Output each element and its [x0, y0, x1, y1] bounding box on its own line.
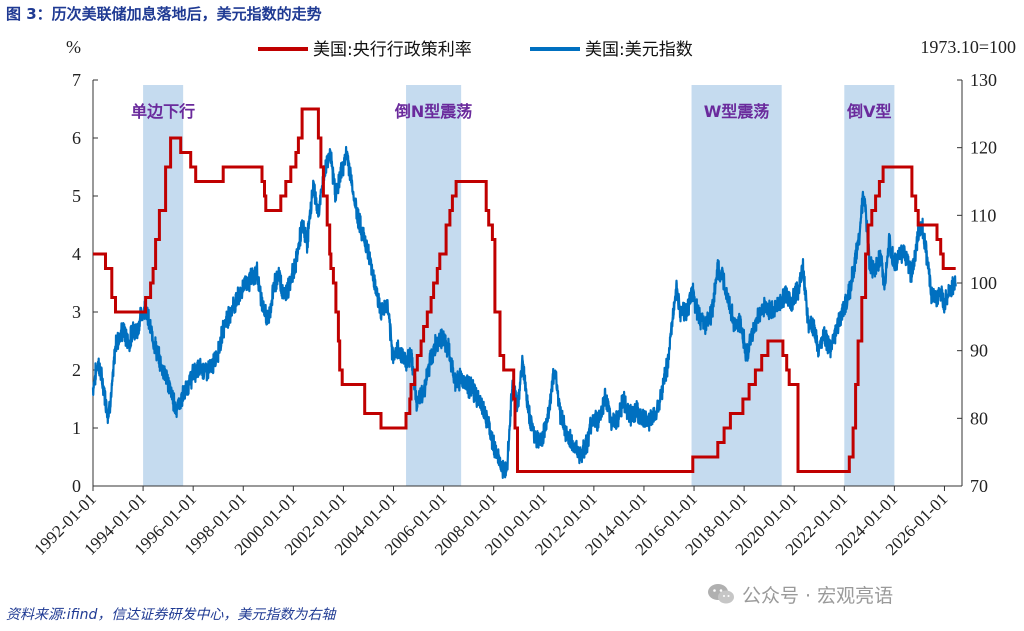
- legend: 美国:央行行政策利率 美国:美元指数: [258, 40, 693, 60]
- source-note: 资料来源:ifind，信达证券研发中心，美元指数为右轴: [6, 607, 336, 623]
- series: [91, 107, 957, 479]
- legend-label-dollar-index: 美国:美元指数: [585, 40, 693, 60]
- left-tick-label: 5: [72, 186, 81, 206]
- shaded-period-2: [691, 85, 782, 486]
- right-tick-label: 130: [970, 70, 997, 90]
- wechat-icon: [708, 584, 734, 604]
- left-tick-label: 3: [72, 302, 81, 322]
- right-tick-label: 100: [970, 273, 997, 293]
- chart: 单边下行 倒N型震荡 W型震荡 倒V型 0 1 2 3 4 5 6 7 70 80 90 100 110 120…: [30, 37, 1016, 559]
- right-tick-label: 110: [970, 205, 996, 225]
- left-tick-label: 1: [72, 418, 81, 438]
- right-tick-label: 120: [970, 138, 997, 158]
- watermark: 公众号 · 宏观亮语: [706, 577, 893, 611]
- period-label-1: 倒N型震荡: [394, 102, 472, 121]
- left-tick-label: 4: [72, 244, 81, 264]
- shaded-period-0: [143, 85, 184, 486]
- period-label-0: 单边下行: [131, 102, 195, 121]
- shaded-periods: [143, 85, 895, 486]
- left-tick-label: 2: [72, 360, 81, 380]
- right-tick-label: 70: [970, 476, 988, 496]
- left-tick-label: 6: [72, 128, 81, 148]
- right-axis-unit: 1973.10=100: [920, 37, 1016, 57]
- series-line-dollar-index: [91, 145, 957, 479]
- series-line-policy-rate: [93, 107, 956, 473]
- figure-title: 图 3：历次美联储加息落地后，美元指数的走势: [6, 5, 322, 23]
- left-tick-label: 7: [72, 70, 81, 90]
- left-tick-label: 0: [72, 476, 81, 496]
- left-axis-unit: %: [66, 37, 81, 57]
- period-label-3: 倒V型: [846, 102, 891, 121]
- period-labels: 单边下行 倒N型震荡 W型震荡 倒V型: [131, 102, 891, 121]
- right-tick-label: 80: [970, 408, 988, 428]
- watermark-text: 公众号 · 宏观亮语: [742, 584, 894, 607]
- right-tick-label: 90: [970, 341, 988, 361]
- legend-label-policy-rate: 美国:央行行政策利率: [313, 40, 472, 60]
- period-label-2: W型震荡: [704, 102, 770, 121]
